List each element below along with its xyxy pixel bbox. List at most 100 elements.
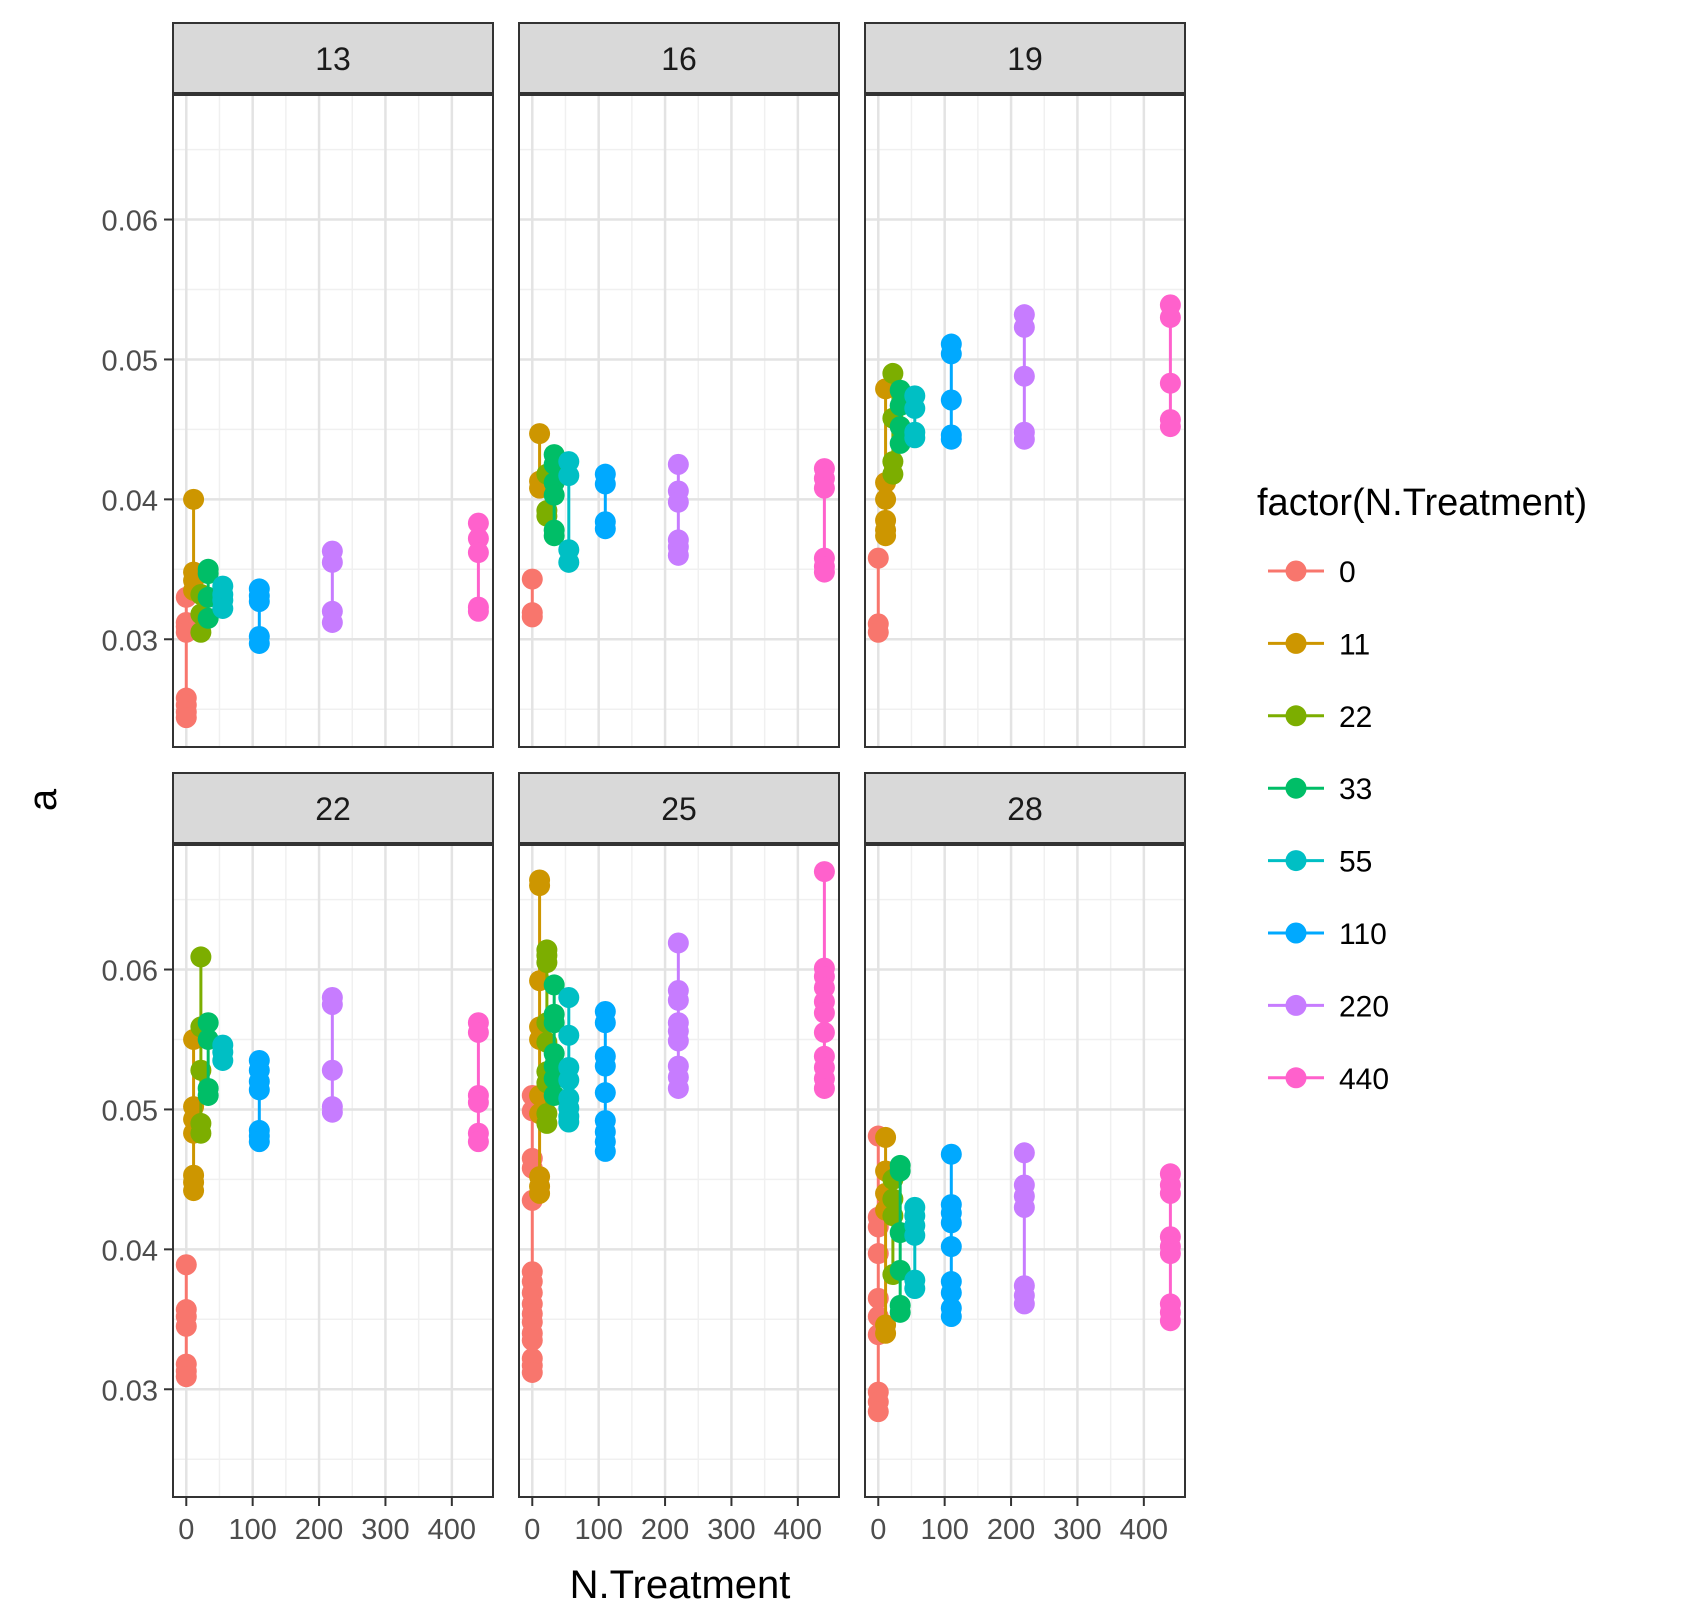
data-point <box>321 994 343 1016</box>
data-point <box>1013 1293 1035 1315</box>
data-point <box>1013 365 1035 387</box>
data-point <box>248 1131 270 1153</box>
data-point <box>889 1160 911 1182</box>
series-110 <box>594 463 616 540</box>
data-point <box>594 473 616 495</box>
legend-item-22: 22 <box>1268 701 1372 734</box>
data-point <box>1159 1182 1181 1204</box>
data-point <box>813 1077 835 1099</box>
panel-border <box>518 844 840 1498</box>
x-axis: 0 100 200 300 400 0 100 200 300 400 0 100 200 300 400 <box>178 1497 1168 1546</box>
data-point <box>813 561 835 583</box>
data-point <box>867 1401 889 1423</box>
data-point <box>183 1180 205 1202</box>
x-tick-label: 400 <box>774 1514 822 1546</box>
facet-strip-label: 13 <box>315 41 351 77</box>
legend: factor(N.Treatment) 0 11 22 33 55 110 220 440 <box>1257 482 1587 1096</box>
data-point <box>867 547 889 569</box>
panel-border <box>172 94 494 748</box>
data-point <box>940 1143 962 1165</box>
legend-key-point <box>1285 994 1307 1016</box>
facet-strip-label: 19 <box>1007 41 1043 77</box>
data-point <box>248 632 270 654</box>
legend-key-point <box>1285 705 1307 727</box>
data-point <box>940 1306 962 1328</box>
y-tick-label: 0.06 <box>102 956 158 988</box>
series-0 <box>175 1254 197 1388</box>
series-0 <box>521 568 543 628</box>
series-220 <box>321 540 343 633</box>
series-0 <box>867 547 889 643</box>
panel-border <box>864 94 1186 748</box>
y-axis-title: a <box>21 788 65 811</box>
data-point <box>1013 428 1035 450</box>
x-tick-label: 200 <box>987 1514 1035 1546</box>
data-point <box>467 1131 489 1153</box>
facet-strip-label: 28 <box>1007 791 1043 827</box>
x-tick-label: 100 <box>920 1514 968 1546</box>
data-point <box>813 1002 835 1024</box>
y-tick-label: 0.05 <box>102 1095 158 1127</box>
series-440 <box>813 861 835 1099</box>
data-point <box>529 1182 551 1204</box>
data-point <box>594 1082 616 1104</box>
data-point <box>543 974 565 996</box>
legend-title: factor(N.Treatment) <box>1257 482 1587 524</box>
data-point <box>197 1084 219 1106</box>
data-point <box>1013 316 1035 338</box>
series-440 <box>1159 294 1181 438</box>
data-point <box>175 621 197 643</box>
legend-item-label: 220 <box>1339 990 1389 1023</box>
facet-strip-label: 22 <box>315 791 351 827</box>
data-point <box>175 1254 197 1276</box>
data-point <box>667 453 689 475</box>
panel-border <box>172 844 494 1498</box>
data-point <box>183 488 205 510</box>
data-point <box>197 563 219 585</box>
data-point <box>940 389 962 411</box>
data-point <box>521 1361 543 1383</box>
data-point <box>904 1224 926 1246</box>
facet-panels: 13 16 19 22 25 28 <box>172 22 1186 1498</box>
series-33 <box>197 1012 219 1106</box>
data-point <box>940 428 962 450</box>
series-55 <box>212 1034 234 1071</box>
series-110 <box>248 1049 270 1153</box>
series-11 <box>183 488 205 601</box>
data-point <box>212 597 234 619</box>
legend-key-point <box>1285 1067 1307 1089</box>
x-tick-label: 300 <box>707 1514 755 1546</box>
data-point <box>667 989 689 1011</box>
panel-background <box>519 95 839 747</box>
data-point <box>867 1243 889 1265</box>
facet-panel-16: 16 <box>518 22 840 748</box>
series-11 <box>875 378 897 547</box>
data-point <box>867 1287 889 1309</box>
legend-item-110: 110 <box>1268 918 1387 951</box>
data-point <box>594 1140 616 1162</box>
data-point <box>521 568 543 590</box>
data-point <box>558 1111 580 1133</box>
x-tick-label: 300 <box>361 1514 409 1546</box>
legend-key-point <box>1285 560 1307 582</box>
data-point <box>467 542 489 564</box>
data-point <box>558 1069 580 1091</box>
data-point <box>467 512 489 534</box>
series-220 <box>667 932 689 1099</box>
legend-item-label: 0 <box>1339 556 1356 589</box>
data-point <box>594 1055 616 1077</box>
data-point <box>536 952 558 974</box>
data-point <box>867 1216 889 1238</box>
facet-panel-22: 22 <box>172 772 494 1498</box>
series-110 <box>940 1143 962 1328</box>
data-point <box>882 463 904 485</box>
series-440 <box>467 512 489 622</box>
facet-strip <box>518 22 840 94</box>
y-tick-label: 0.04 <box>102 485 158 517</box>
legend-item-440: 440 <box>1268 1063 1389 1096</box>
facet-panel-19: 19 <box>864 22 1186 748</box>
data-point <box>940 343 962 365</box>
data-point <box>467 600 489 622</box>
data-point <box>940 1236 962 1258</box>
legend-item-label: 110 <box>1339 918 1387 951</box>
